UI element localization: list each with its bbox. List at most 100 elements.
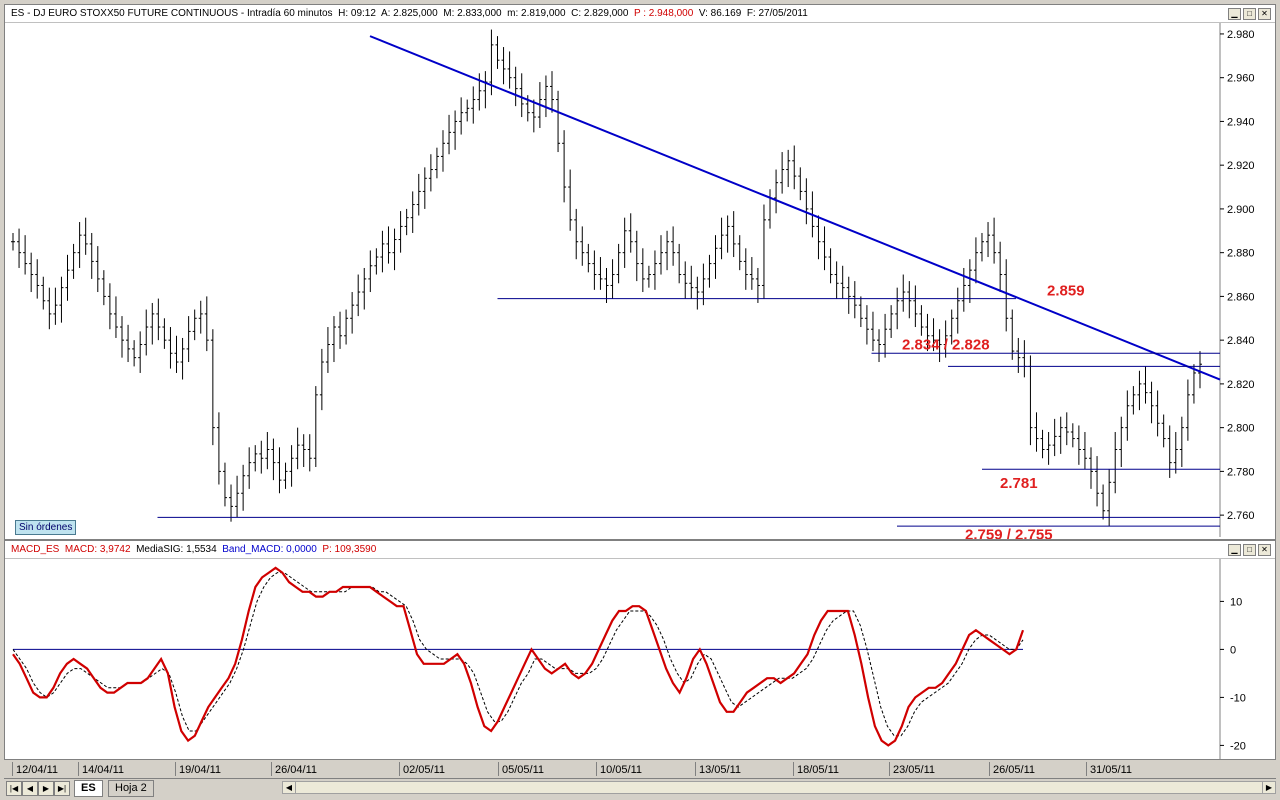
status-badge[interactable]: Sin órdenes xyxy=(15,520,77,535)
date-tick xyxy=(399,762,400,776)
price-bar xyxy=(289,445,294,487)
price-bar xyxy=(937,329,942,363)
price-bar xyxy=(1070,423,1075,448)
price-chart-svg: 2.760 2.780 2.800 2.820 2.840 2.860 2.880 2.900… xyxy=(11,23,1255,539)
price-bar xyxy=(659,235,664,275)
price-bar xyxy=(1046,432,1051,465)
price-bar xyxy=(222,462,227,507)
date-label: 10/05/11 xyxy=(600,764,643,776)
price-bar xyxy=(1052,418,1057,457)
price-bar xyxy=(1125,390,1130,441)
price-bar xyxy=(356,274,361,317)
price-bar xyxy=(465,99,470,122)
price-bar xyxy=(483,71,488,109)
price-bar xyxy=(737,235,742,271)
date-label: 26/05/11 xyxy=(993,764,1036,776)
first-sheet-icon[interactable]: |◀ xyxy=(6,781,22,796)
sheet-tab-bar: |◀ ◀ ▶ ▶| ES Hoja 2 ◀ ▶ xyxy=(4,778,1276,797)
price-bar xyxy=(507,51,512,89)
price-bar xyxy=(162,318,167,349)
price-bar xyxy=(168,327,173,369)
last-sheet-icon[interactable]: ▶| xyxy=(54,781,70,796)
date-tick xyxy=(175,762,176,776)
price-bar xyxy=(174,335,179,373)
date-tick xyxy=(498,762,499,776)
price-bar xyxy=(598,257,603,290)
price-bar xyxy=(1179,416,1184,468)
price-bar xyxy=(568,169,573,231)
price-bar xyxy=(901,274,906,312)
price-bar xyxy=(768,189,773,229)
price-bar xyxy=(59,276,64,323)
price-bar xyxy=(543,75,548,118)
horizontal-scrollbar[interactable]: ◀ ▶ xyxy=(282,781,1276,794)
scroll-left-icon[interactable]: ◀ xyxy=(283,782,296,793)
price-bar xyxy=(362,267,367,310)
price-bar xyxy=(235,475,240,518)
scroll-right-icon[interactable]: ▶ xyxy=(1262,782,1275,793)
minimize-icon[interactable]: ▁ xyxy=(1228,544,1241,556)
price-bar xyxy=(216,412,221,485)
price-tick-label: 2.760 xyxy=(1227,510,1255,522)
band-value: Band_MACD: 0,0000 xyxy=(222,544,317,555)
low-readout: m: 2.819,000 xyxy=(507,8,566,19)
price-bar xyxy=(852,281,857,319)
price-bar xyxy=(180,337,185,380)
price-bar xyxy=(1016,337,1021,373)
macd-indicator-name: MACD_ES xyxy=(11,544,60,555)
price-bar xyxy=(331,316,336,363)
prev-sheet-icon[interactable]: ◀ xyxy=(22,781,38,796)
price-bar xyxy=(41,276,46,310)
price-bar xyxy=(398,211,403,253)
price-bar xyxy=(277,447,282,494)
price-tick-label: 2.920 xyxy=(1227,160,1255,172)
hour-readout: H: 09:12 xyxy=(338,8,376,19)
level-label: 2.859 xyxy=(1047,283,1085,300)
minimize-icon[interactable]: ▁ xyxy=(1228,8,1241,20)
price-bar xyxy=(1101,484,1106,520)
price-bar xyxy=(23,235,28,275)
price-bar xyxy=(519,73,524,118)
price-tick-label: 2.980 xyxy=(1227,29,1255,41)
price-bar xyxy=(713,235,718,279)
date-axis: 12/04/11 14/04/11 19/04/11 26/04/11 02/05/11… xyxy=(4,762,1276,778)
price-bar xyxy=(877,329,882,363)
price-bar xyxy=(156,298,161,341)
price-bar xyxy=(1095,456,1100,507)
macd-chart-header: MACD_ES MACD: 3,9742 MediaSIG: 1,5534 Ba… xyxy=(5,541,1275,559)
date-tick xyxy=(889,762,890,776)
macd-chart-pane[interactable]: MACD_ES MACD: 3,9742 MediaSIG: 1,5534 Ba… xyxy=(4,540,1276,760)
price-bar xyxy=(1198,351,1202,389)
price-tick-label: 2.960 xyxy=(1227,73,1255,85)
tab-hoja-2[interactable]: Hoja 2 xyxy=(108,780,154,797)
close-readout: C: 2.829,000 xyxy=(571,8,629,19)
price-bar xyxy=(35,259,40,299)
next-sheet-icon[interactable]: ▶ xyxy=(38,781,54,796)
close-icon[interactable]: ✕ xyxy=(1258,544,1271,556)
price-bar xyxy=(513,66,518,107)
price-bar xyxy=(89,232,94,279)
price-bar xyxy=(1082,432,1087,470)
price-bar xyxy=(695,276,700,310)
price-bar xyxy=(325,327,330,373)
level-label: 2.834 / 2.828 xyxy=(902,336,990,353)
price-bar xyxy=(792,145,797,190)
tab-es[interactable]: ES xyxy=(74,780,103,797)
price-bar xyxy=(132,340,137,367)
price-bar xyxy=(198,300,203,334)
price-bar xyxy=(186,316,191,363)
price-chart-pane[interactable]: ES - DJ EURO STOXX50 FUTURE CONTINUOUS -… xyxy=(4,4,1276,540)
price-bar xyxy=(338,311,343,349)
price-bar xyxy=(1131,386,1136,415)
price-bar xyxy=(259,440,264,474)
close-icon[interactable]: ✕ xyxy=(1258,8,1271,20)
price-tick-label: 2.800 xyxy=(1227,423,1255,435)
maximize-icon[interactable]: □ xyxy=(1243,544,1256,556)
price-bar xyxy=(652,250,657,290)
price-bar xyxy=(743,248,748,290)
price-bar xyxy=(95,246,100,293)
price-bar xyxy=(495,36,500,69)
maximize-icon[interactable]: □ xyxy=(1243,8,1256,20)
date-label: 13/05/11 xyxy=(699,764,742,776)
price-bar xyxy=(144,309,149,356)
